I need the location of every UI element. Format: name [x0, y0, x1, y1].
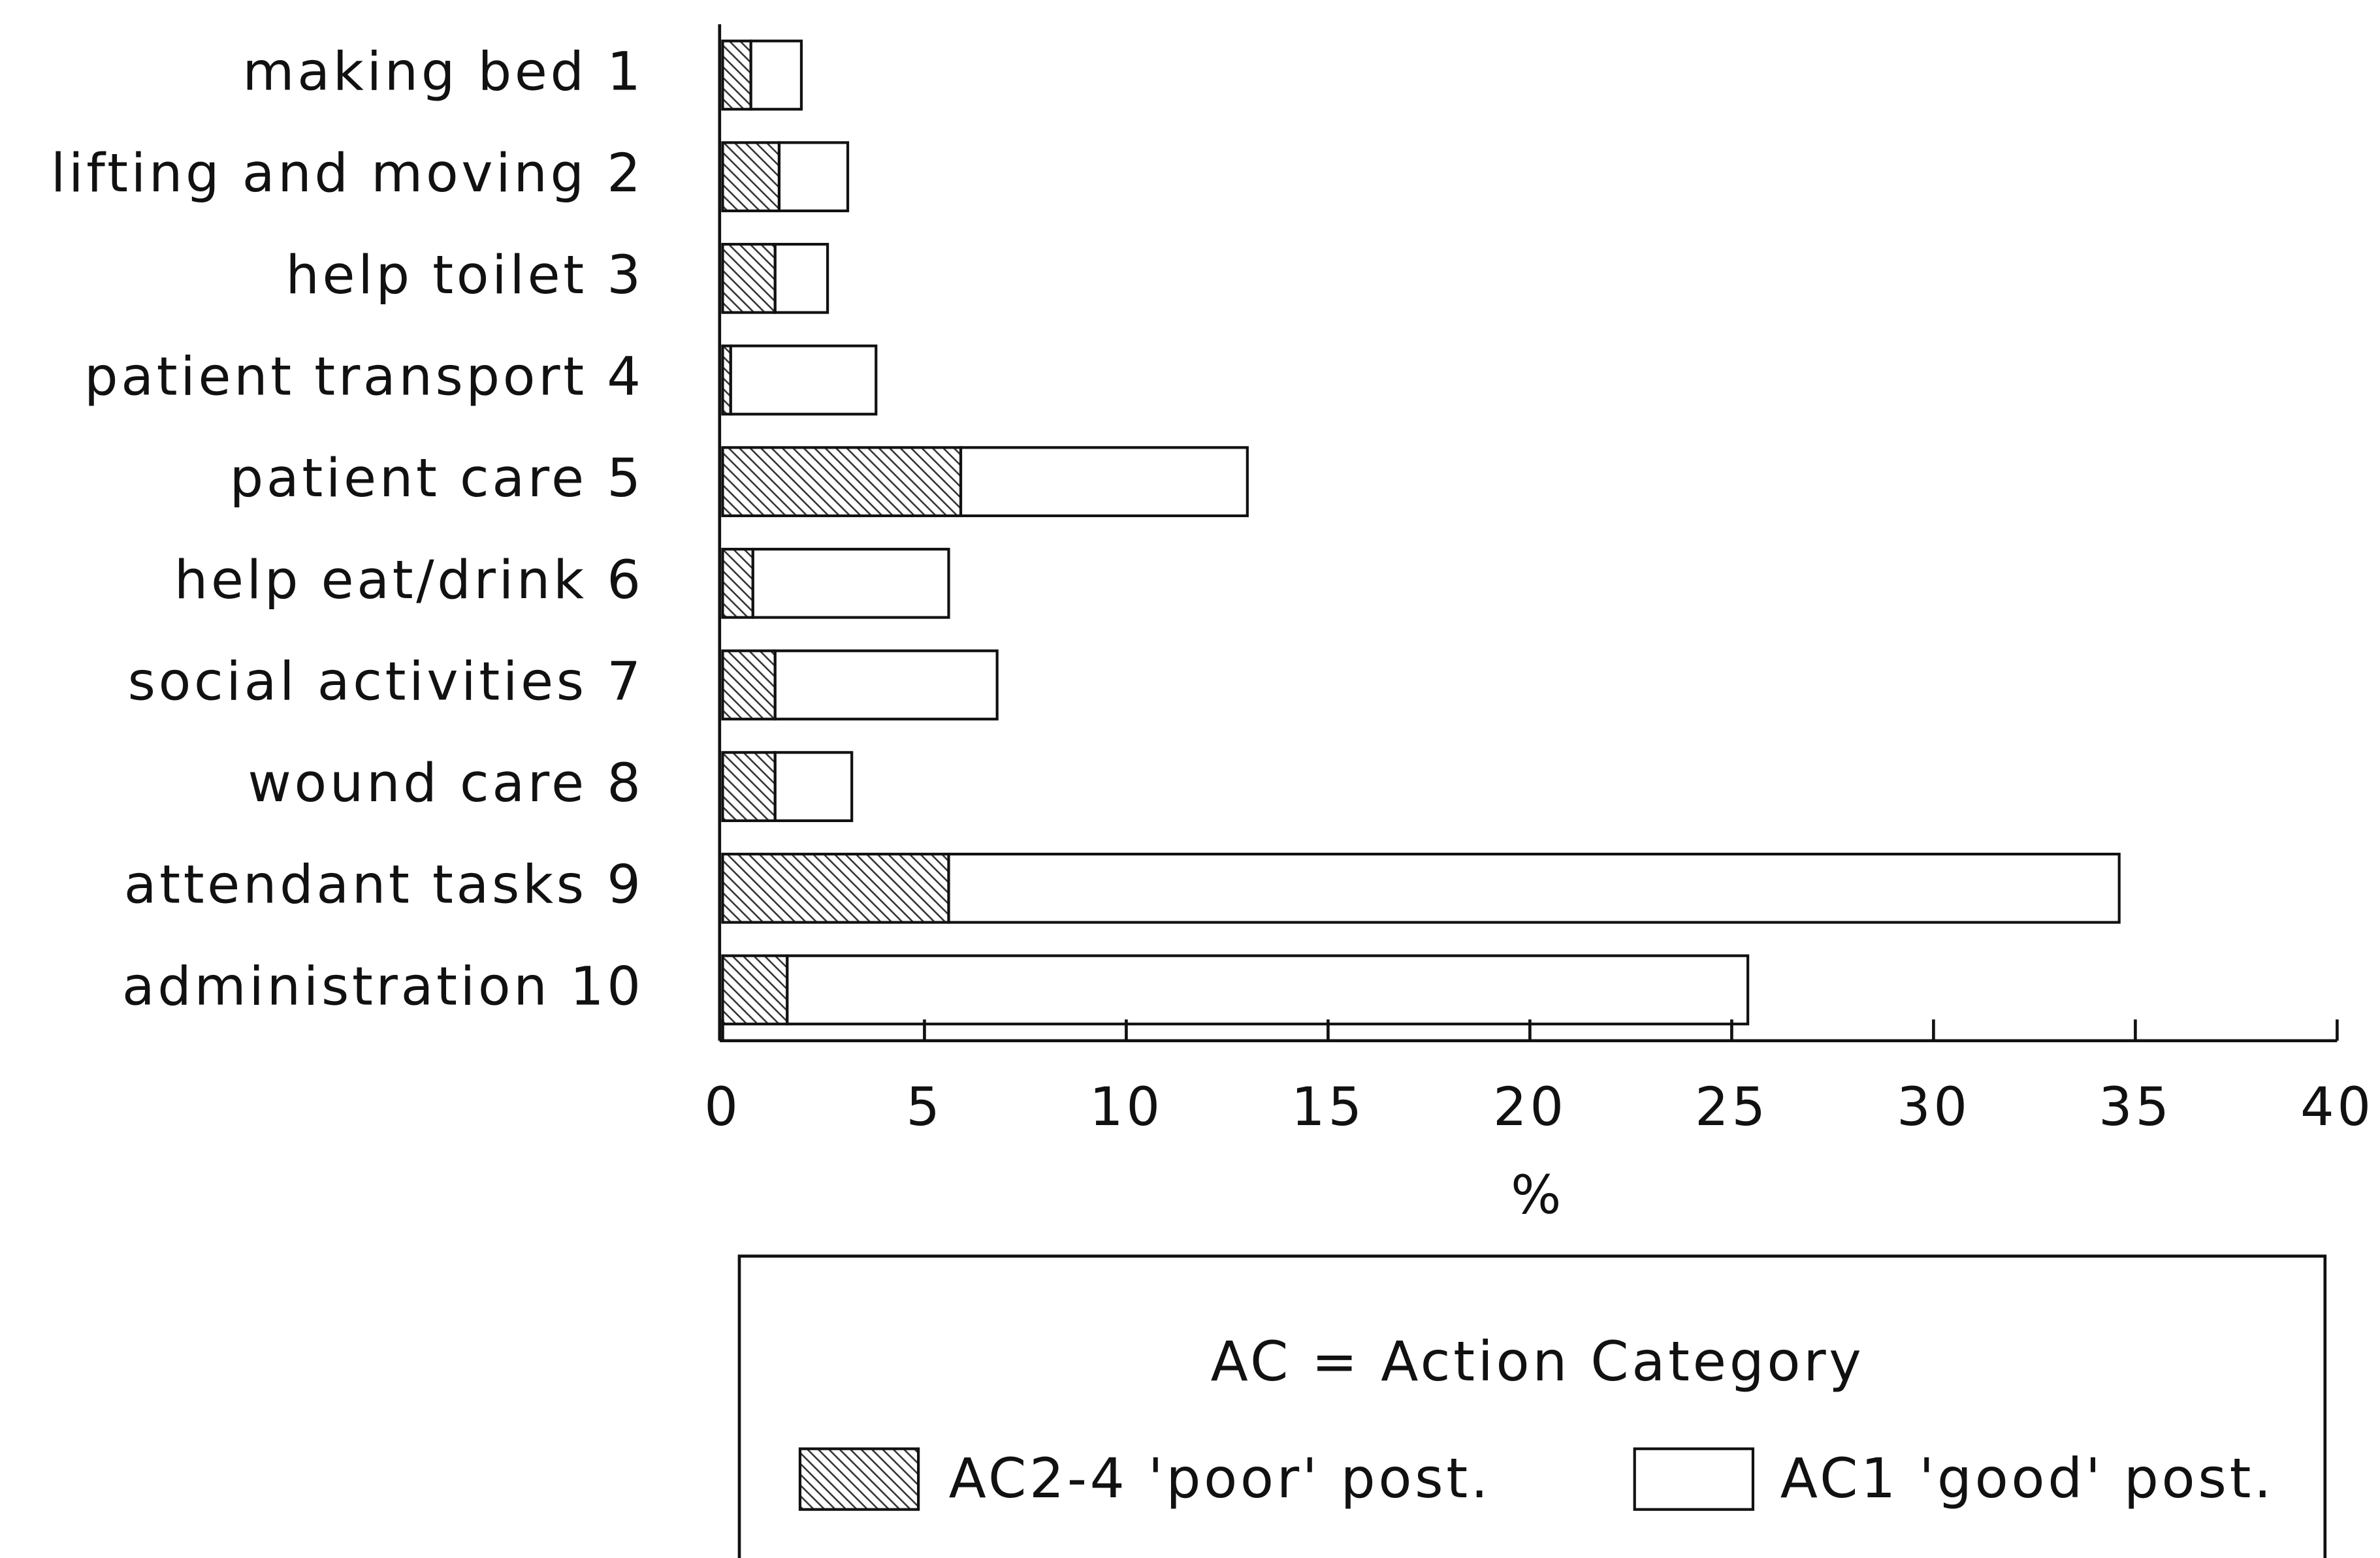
bar-segment	[729, 344, 878, 416]
bar-segment	[721, 446, 963, 518]
legend-swatch	[798, 1447, 920, 1511]
bar-segment	[721, 39, 752, 111]
bar-segment	[721, 751, 777, 822]
y-tick-label: help toilet 3	[285, 245, 643, 306]
bar-segment	[721, 649, 777, 721]
y-tick-label: making bed 1	[242, 41, 643, 103]
x-tick-label: 15	[1291, 1077, 1365, 1138]
y-tick-label: attendant tasks 9	[124, 855, 644, 916]
x-tick-label: 35	[2099, 1077, 2172, 1138]
bar-segment	[721, 242, 777, 314]
bar-segment	[721, 141, 781, 213]
bar-segment	[786, 954, 1750, 1026]
y-tick-label: lifting and moving 2	[51, 143, 644, 204]
y-tick-label: administration 10	[122, 956, 644, 1017]
y-tick-label: patient transport 4	[84, 346, 644, 407]
bar-segment	[721, 547, 754, 619]
legend-swatch	[1633, 1447, 1755, 1511]
bar-segment	[773, 242, 829, 314]
x-tick-label: 30	[1897, 1077, 1970, 1138]
bar-segment	[773, 751, 854, 822]
x-tick-label: 10	[1089, 1077, 1163, 1138]
x-tick-label: 0	[704, 1077, 741, 1138]
y-tick-label: social activities 7	[128, 651, 644, 712]
legend-label: AC2-4 'poor' post.	[949, 1446, 1491, 1510]
bar-segment	[959, 446, 1249, 518]
x-tick-label: 25	[1695, 1077, 1769, 1138]
bar-segment	[721, 954, 789, 1026]
bar-segment	[749, 39, 803, 111]
legend-label: AC1 'good' post.	[1780, 1446, 2275, 1510]
bar-segment	[777, 141, 850, 213]
bar-segment	[751, 547, 950, 619]
x-axis-label: %	[1511, 1165, 1564, 1226]
bar-segment	[773, 649, 999, 721]
bar-segment	[947, 852, 2121, 924]
x-tick-label: 5	[906, 1077, 942, 1138]
y-tick-label: help eat/drink 6	[174, 550, 644, 611]
bar-segment	[721, 852, 950, 924]
y-tick-label: patient care 5	[230, 448, 644, 509]
legend-box	[737, 1254, 2327, 1558]
legend-title: AC = Action Category	[1211, 1329, 1865, 1393]
x-tick-label: 40	[2300, 1077, 2374, 1138]
x-tick-label: 20	[1493, 1077, 1567, 1138]
y-tick-label: wound care 8	[248, 753, 643, 814]
